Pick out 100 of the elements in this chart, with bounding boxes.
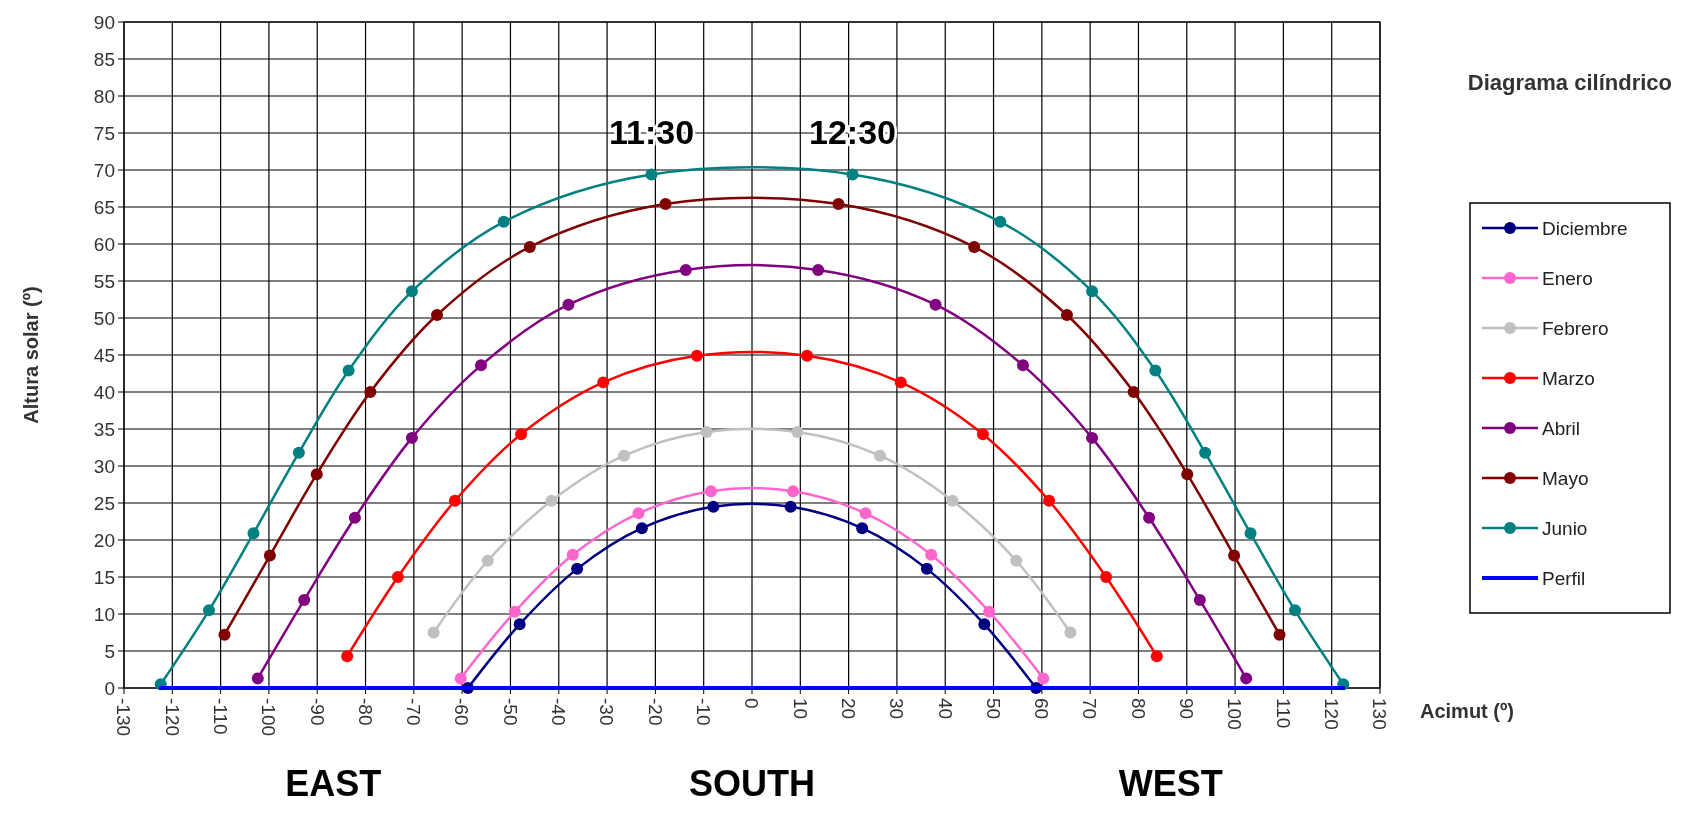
point	[474, 359, 487, 372]
point	[597, 376, 610, 389]
point	[946, 494, 959, 507]
x-tick-label: 80	[1127, 698, 1149, 720]
point	[968, 240, 981, 253]
point	[203, 604, 216, 617]
point	[929, 298, 942, 311]
x-tick-label: 100	[1224, 698, 1246, 730]
x-tick-label: -120	[161, 698, 183, 737]
point	[925, 548, 938, 561]
y-tick-label: 70	[93, 159, 115, 181]
point	[1143, 511, 1156, 524]
point	[1017, 359, 1030, 372]
y-tick-label: 75	[93, 122, 115, 144]
point	[1064, 626, 1077, 639]
x-tick-label: -90	[306, 698, 328, 726]
point	[571, 562, 584, 575]
text: Diagrama cilíndrico	[1467, 70, 1672, 95]
point	[1086, 285, 1099, 298]
y-tick-label: 30	[93, 455, 115, 477]
y-axis-title: Altura solar (º)	[20, 286, 42, 424]
point	[812, 263, 825, 276]
point	[856, 522, 869, 535]
point	[1010, 554, 1023, 567]
point	[920, 562, 933, 575]
x-tick-label: -10	[693, 698, 715, 726]
x-tick-label: 40	[934, 698, 956, 720]
y-tick-label: 45	[93, 344, 115, 366]
x-tick-label: -110	[209, 698, 231, 735]
point	[976, 428, 989, 441]
x-tick-label: 120	[1321, 698, 1343, 730]
point	[1240, 672, 1253, 685]
point	[342, 364, 355, 377]
point	[846, 168, 859, 181]
x-tick-label: -30	[596, 698, 618, 726]
x-tick-label: 110	[1272, 698, 1294, 729]
legend-label: Enero	[1542, 267, 1593, 289]
legend-label: Marzo	[1542, 367, 1595, 389]
point	[978, 618, 991, 631]
x-tick-label: 130	[1369, 698, 1391, 730]
point	[1288, 604, 1301, 617]
point	[481, 554, 494, 567]
point	[874, 449, 887, 462]
point	[1199, 446, 1212, 459]
point	[515, 428, 528, 441]
point	[983, 605, 996, 618]
legend-label: Abril	[1542, 417, 1581, 439]
point	[894, 376, 907, 389]
point	[791, 425, 804, 438]
point	[341, 650, 354, 663]
point	[298, 593, 311, 606]
point	[1127, 386, 1140, 398]
point	[704, 485, 717, 498]
point	[247, 527, 260, 540]
point	[1273, 628, 1286, 641]
point	[679, 263, 692, 276]
point	[448, 494, 461, 507]
x-tick-label: -20	[644, 698, 666, 726]
point	[1244, 527, 1257, 540]
point	[832, 198, 845, 211]
point	[635, 522, 648, 535]
point	[508, 605, 521, 618]
point	[690, 349, 703, 362]
x-tick-label: -60	[451, 698, 473, 726]
x-tick-label: -80	[354, 698, 376, 726]
y-tick-label: 85	[93, 48, 115, 70]
y-tick-label: 10	[93, 603, 115, 625]
point	[1150, 650, 1163, 663]
point	[859, 507, 872, 520]
y-tick-label: 40	[93, 381, 115, 403]
point	[391, 571, 404, 583]
x-tick-label: 10	[789, 698, 811, 720]
point	[251, 672, 264, 685]
x-tick-label: 50	[982, 698, 1004, 720]
x-tick-label: 90	[1176, 698, 1198, 720]
legend-label: Perfil	[1542, 567, 1586, 589]
point	[348, 511, 361, 524]
point	[994, 215, 1007, 228]
x-tick-label: 0	[741, 698, 763, 709]
text: WEST	[1118, 763, 1223, 804]
point	[545, 494, 558, 507]
point	[405, 285, 418, 298]
legend-label: Febrero	[1542, 317, 1609, 339]
point	[513, 618, 526, 631]
y-tick-label: 60	[93, 233, 115, 255]
point	[523, 240, 536, 253]
point	[659, 198, 672, 211]
point	[292, 446, 305, 459]
x-tick-label: 20	[837, 698, 859, 720]
point	[562, 298, 575, 311]
point	[1228, 549, 1241, 562]
point	[431, 309, 444, 322]
text: SOUTH	[689, 763, 815, 804]
y-tick-label: 5	[104, 640, 115, 662]
point	[364, 386, 377, 398]
x-tick-label: -40	[548, 698, 570, 726]
point	[566, 548, 579, 561]
point	[801, 349, 814, 362]
text: EAST	[285, 763, 382, 804]
point	[1037, 672, 1050, 685]
